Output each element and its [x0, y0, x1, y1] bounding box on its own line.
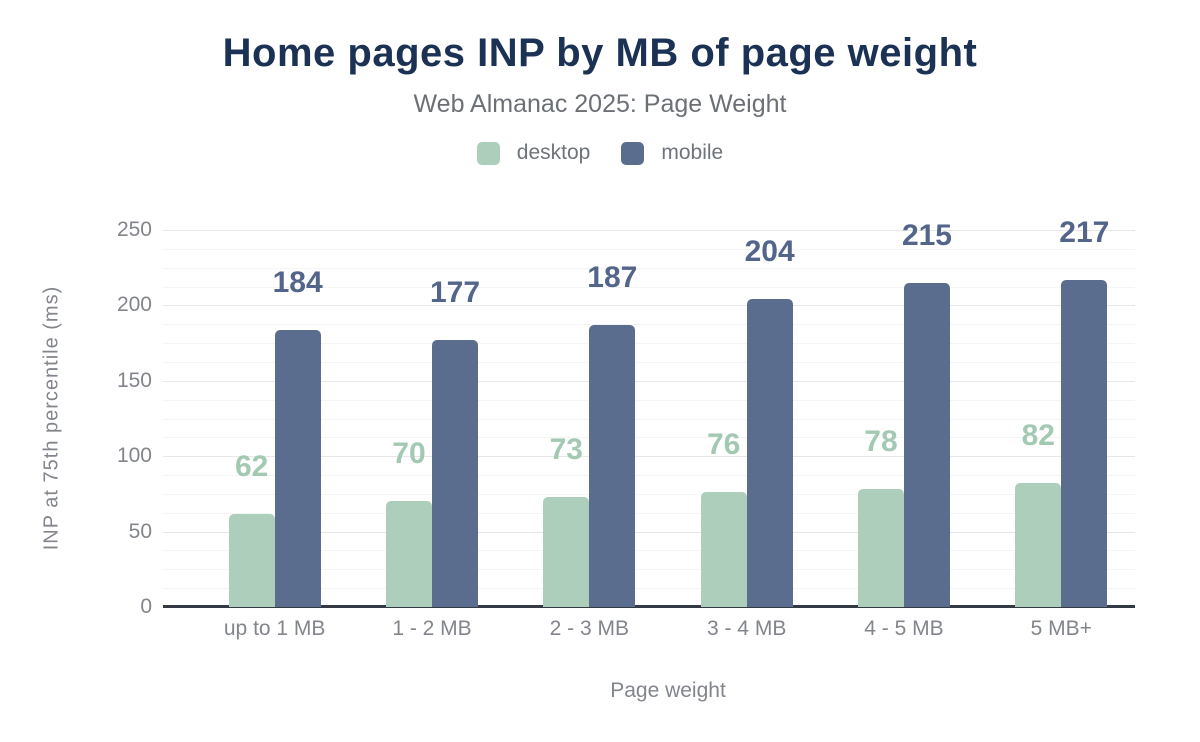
x-axis-title: Page weight: [610, 679, 726, 702]
bar-value-label: 62: [234, 449, 269, 483]
bar-group-2---3-MB: 73 187: [511, 230, 668, 607]
bar-groups: 62 184 70 177 73 187 76 204 78 215 82 217: [196, 217, 1140, 607]
x-tick-label: 5 MB+: [1030, 617, 1092, 640]
gridline-minor: [163, 399, 1135, 401]
bar-desktop-5[interactable]: 78: [857, 427, 904, 607]
bar-value-label: 204: [744, 235, 795, 269]
bar-group-up-to-1-MB: 62 184: [196, 230, 353, 607]
bar-value-label: 82: [1021, 419, 1055, 453]
legend-swatch-desktop: [476, 141, 500, 165]
bar-value-label: 76: [706, 428, 741, 462]
gridline-minor: [163, 324, 1135, 326]
gridline-minor: [163, 267, 1135, 269]
x-tick-label: up to 1 MB: [223, 617, 326, 640]
gridline-minor: [163, 343, 1135, 345]
y-tick-label: 100: [116, 444, 152, 468]
bar-group-5-MB+: 82 217: [983, 217, 1140, 607]
gridline-major: [163, 230, 1135, 231]
legend-label: mobile: [661, 141, 724, 164]
bar-mobile-4[interactable]: 204: [745, 237, 795, 607]
bar-mobile-6[interactable]: 217: [1059, 217, 1109, 607]
x-axis-ticks: up to 1 MB 1 - 2 MB 2 - 3 MB 3 - 4 MB 4 - 5 …: [196, 617, 1140, 641]
bar-value-label: 78: [864, 425, 898, 459]
gridline-minor: [163, 512, 1135, 514]
bar-group-1---2-MB: 70 177: [353, 230, 510, 607]
y-tick-label: 200: [116, 293, 152, 317]
legend-swatch-mobile: [621, 141, 645, 165]
gridline-minor: [163, 550, 1135, 552]
gridline-minor: [163, 437, 1135, 439]
y-tick-label: 0: [140, 595, 152, 618]
gridline-major: [163, 531, 1135, 533]
bar-value-label: 184: [272, 265, 323, 299]
bar-desktop-3[interactable]: 73: [543, 434, 590, 607]
bar-mobile-1[interactable]: 184: [273, 267, 323, 607]
bar-desktop-2[interactable]: 70: [385, 439, 432, 607]
gridline-minor: [163, 493, 1135, 495]
bar-value-label: 177: [429, 276, 481, 310]
chart-subtitle: Web Almanac 2025: Page Weight: [413, 90, 787, 118]
x-tick-label: 3 - 4 MB: [706, 617, 787, 640]
gridline-major: [163, 456, 1135, 458]
gridline-minor: [163, 418, 1135, 420]
gridline-major: [163, 380, 1135, 382]
legend-item-mobile[interactable]: mobile: [621, 141, 723, 165]
y-tick-label: 50: [128, 519, 152, 543]
legend-label: desktop: [516, 141, 591, 164]
gridline-minor: [163, 361, 1135, 363]
plot-area: [163, 230, 1135, 607]
gridline-minor: [163, 248, 1135, 250]
bar-group-4---5-MB: 78 215: [825, 220, 982, 607]
legend: desktop mobile: [0, 141, 1200, 165]
bar-value-label: 187: [587, 261, 638, 295]
bar-group-3---4-MB: 76 204: [668, 230, 825, 607]
y-axis-title: INP at 75th percentile (ms): [40, 285, 63, 551]
x-axis-line: [163, 605, 1135, 608]
x-tick-label: 1 - 2 MB: [392, 617, 472, 640]
bar-desktop-1[interactable]: 62: [228, 451, 275, 607]
bar-value-label: 217: [1059, 215, 1110, 249]
y-tick-label: 250: [116, 218, 152, 241]
gridline-minor: [163, 475, 1135, 477]
x-tick-label: 2 - 3 MB: [549, 617, 629, 640]
bar-value-label: 73: [549, 432, 583, 466]
legend-item-desktop[interactable]: desktop: [476, 141, 591, 165]
chart-title: Home pages INP by MB of page weight: [222, 31, 978, 75]
bar-mobile-2[interactable]: 177: [430, 278, 480, 607]
bar-value-label: 215: [901, 218, 952, 252]
y-tick-label: 150: [116, 368, 152, 392]
gridline-major: [163, 305, 1135, 307]
gridline-minor: [163, 569, 1135, 571]
gridline-minor: [163, 286, 1135, 288]
bar-desktop-6[interactable]: 82: [1015, 421, 1062, 607]
bar-mobile-5[interactable]: 215: [902, 220, 952, 607]
bar-mobile-3[interactable]: 187: [587, 263, 637, 607]
x-tick-label: 4 - 5 MB: [864, 617, 944, 640]
bar-desktop-4[interactable]: 76: [700, 430, 747, 607]
bar-value-label: 70: [392, 437, 426, 471]
gridline-minor: [163, 588, 1135, 590]
